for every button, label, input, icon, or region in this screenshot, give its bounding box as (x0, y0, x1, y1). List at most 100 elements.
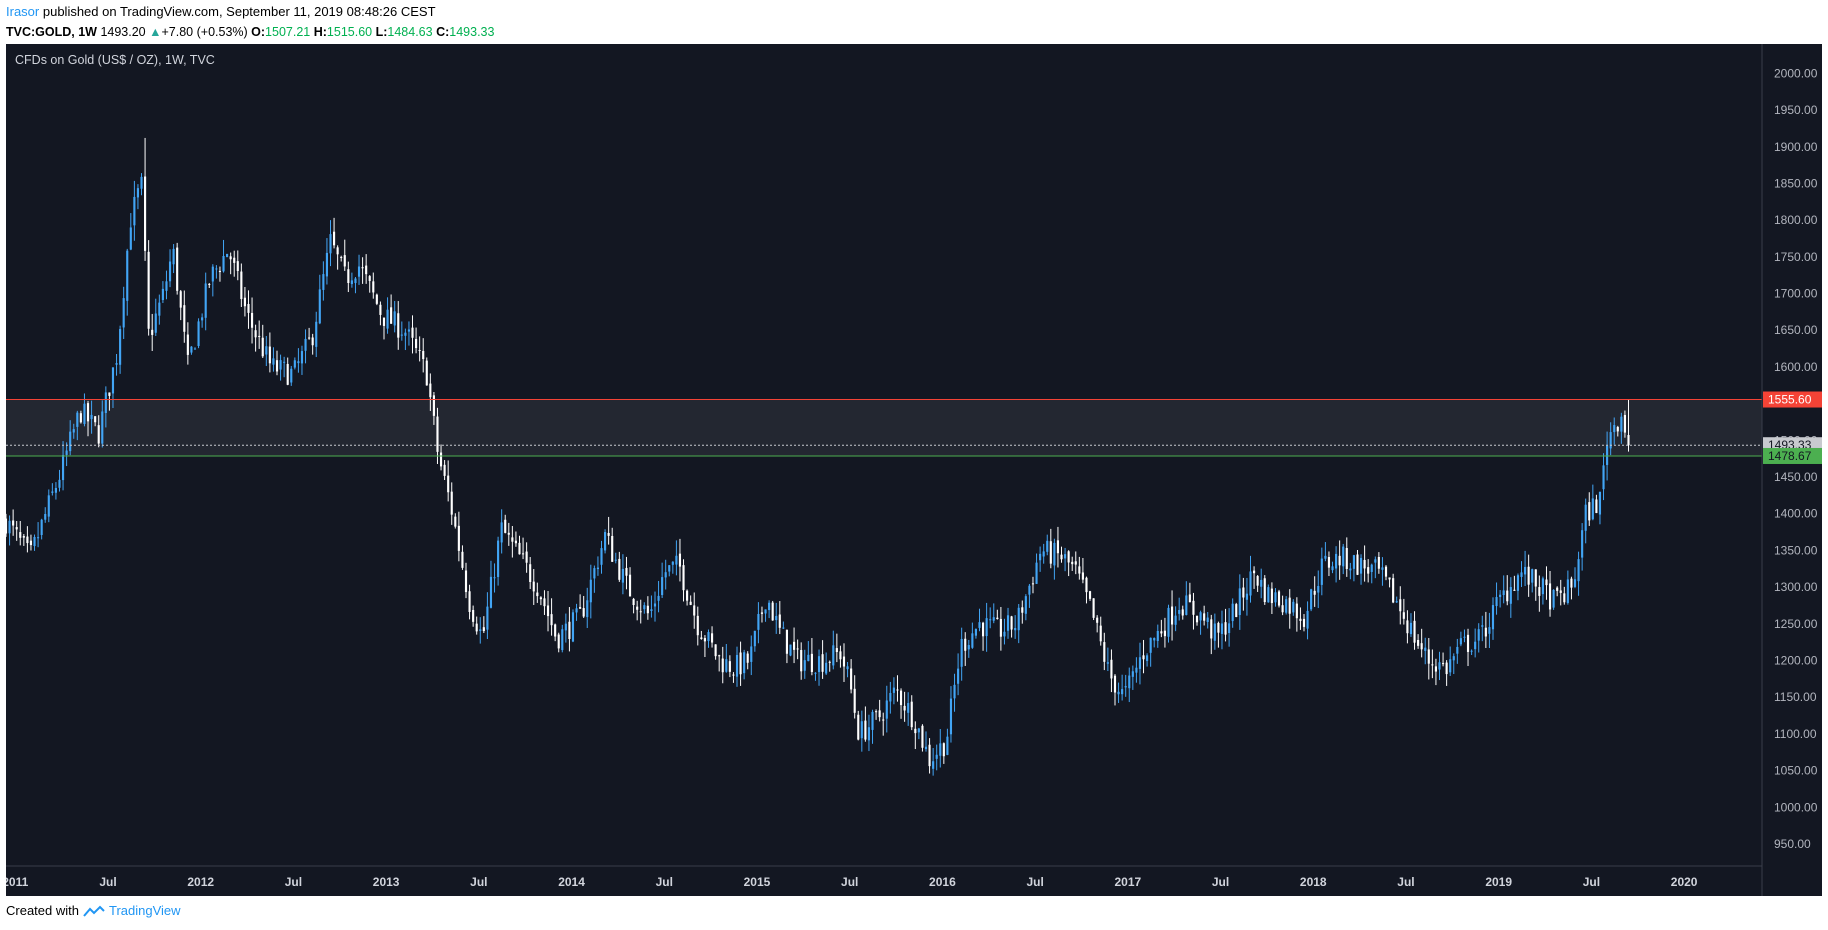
candle-down (457, 511, 460, 562)
candle-down (582, 595, 585, 618)
candle-up (161, 281, 164, 304)
candle-up (1042, 543, 1045, 564)
close-value: 1493.33 (449, 25, 495, 39)
candle-down (554, 623, 557, 642)
candle-up (978, 608, 981, 632)
candle-up (1374, 556, 1377, 579)
symbol-label: TVC:GOLD, 1W (6, 25, 97, 39)
candle-up (297, 348, 300, 373)
candle-up (1509, 577, 1512, 618)
candle-up (1477, 623, 1480, 653)
candle-down (1270, 582, 1273, 615)
candle-down (693, 592, 696, 629)
candle-up (600, 540, 603, 574)
candle-down (710, 626, 714, 648)
price-tick-label: 1000.00 (1774, 800, 1818, 814)
candle-down (151, 313, 154, 351)
price-tick-label: 1150.00 (1774, 690, 1817, 704)
price-chart[interactable]: 950.00 1000.00 1050.00 1100.00 1150.00 1200.0… (6, 44, 1822, 896)
candle-down (1534, 569, 1537, 601)
candle-up (318, 274, 321, 325)
candle-down (208, 282, 211, 288)
candle-down (525, 542, 528, 573)
candle-down (250, 297, 254, 344)
candle-up (593, 565, 596, 593)
candle-down (632, 597, 635, 614)
candle-down (439, 444, 443, 471)
candle-down (611, 527, 614, 563)
candle-down (1363, 545, 1366, 582)
candle-down (22, 534, 25, 546)
candle-down (1434, 658, 1438, 686)
candle-up (1131, 665, 1134, 690)
candle-down (842, 643, 846, 682)
candle-up (172, 244, 175, 274)
candle-up (1463, 629, 1466, 643)
candle-up (1438, 651, 1441, 681)
candle-down (361, 257, 364, 284)
candle-up (1003, 618, 1006, 645)
candle-down (1559, 579, 1562, 606)
support-label: 1478.67 (1768, 449, 1812, 463)
candle-down (639, 599, 642, 624)
candle-up (497, 536, 500, 586)
candle-up (1220, 610, 1224, 650)
candle-down (447, 460, 450, 502)
candle-down (365, 254, 368, 284)
candle-up (825, 652, 828, 675)
candle-up (650, 595, 653, 618)
candle-down (1427, 638, 1430, 680)
candle-up (643, 602, 646, 614)
candle-down (475, 616, 478, 635)
candle-up (37, 522, 40, 548)
candle-down (878, 699, 881, 722)
candle-down (443, 460, 446, 481)
candle-down (26, 526, 29, 553)
candle-down (97, 415, 100, 448)
author-link[interactable]: Irasor (6, 4, 40, 19)
candle-up (757, 602, 760, 644)
time-tick-label: 2018 (1300, 875, 1327, 889)
candle-up (158, 294, 161, 325)
time-tick-label: Jul (1026, 875, 1043, 889)
time-axis[interactable]: 2011 Jul 2012 Jul 2013 Jul 2014 Jul 2015 Jul 2016 J… (6, 875, 1698, 889)
candle-up (1541, 576, 1544, 605)
candle-down (546, 590, 550, 632)
candle-down (1110, 649, 1113, 693)
candle-down (1527, 554, 1530, 597)
candle-up (51, 483, 54, 496)
candle-down (418, 336, 421, 362)
candle-up (1167, 604, 1170, 643)
candle-up (1531, 568, 1534, 593)
candle-up (1613, 417, 1616, 445)
candle-up (1359, 554, 1363, 585)
time-tick-label: 2016 (929, 875, 956, 889)
candle-down (432, 391, 435, 425)
time-tick-label: 2017 (1114, 875, 1141, 889)
candle-down (828, 660, 831, 672)
candle-up (489, 560, 493, 609)
tradingview-brand-link[interactable]: TradingView (108, 903, 181, 918)
candle-down (1288, 589, 1291, 629)
candle-down (810, 638, 813, 676)
candle-down (739, 641, 742, 686)
candle-down (186, 322, 189, 365)
candle-down (903, 691, 906, 722)
candle-down (1203, 605, 1206, 626)
candle-down (1445, 660, 1448, 686)
candle-down (1078, 556, 1081, 580)
candle-up (764, 609, 767, 622)
candle-down (1256, 575, 1259, 592)
candle-up (136, 184, 140, 210)
candle-down (1484, 611, 1487, 648)
candle-up (265, 335, 268, 367)
candle-up (564, 613, 567, 643)
price-axis[interactable]: 950.00 1000.00 1050.00 1100.00 1150.00 1200.0… (1774, 66, 1818, 851)
candle-up (675, 540, 678, 576)
candle-down (721, 646, 724, 684)
candle-down (247, 290, 250, 329)
candle-up (589, 564, 592, 619)
candle-up (1035, 553, 1038, 584)
close-label: C: (436, 25, 450, 39)
candle-up (325, 238, 329, 285)
